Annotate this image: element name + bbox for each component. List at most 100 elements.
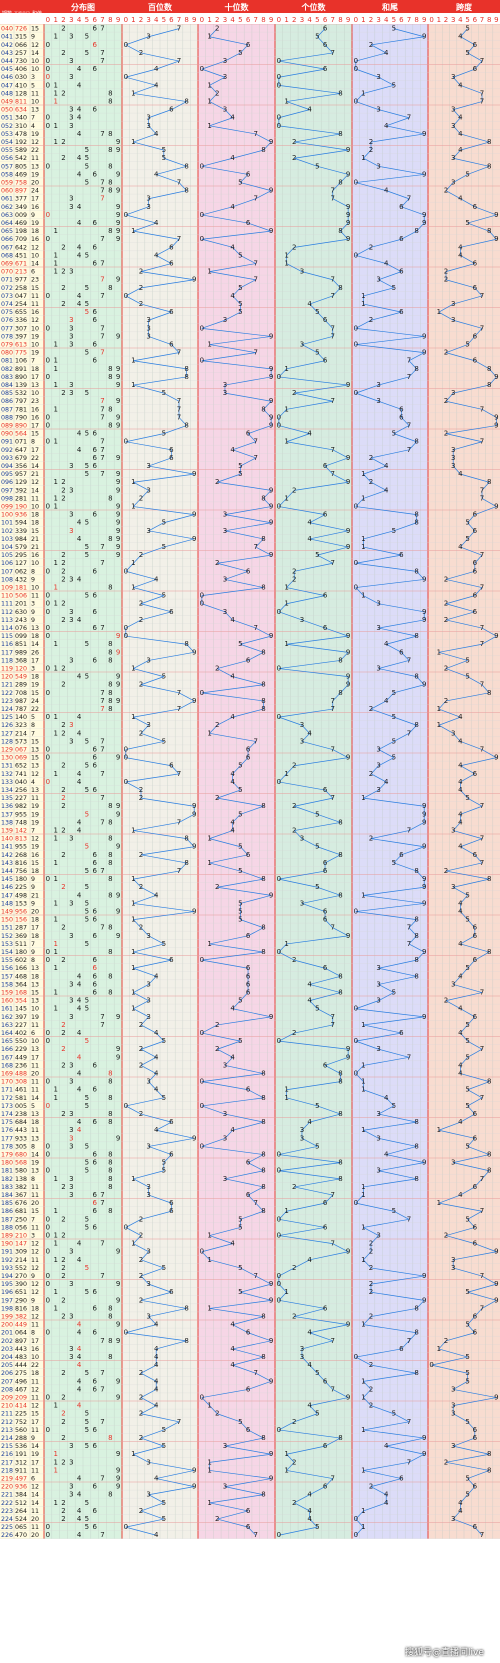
trend-line-hundreds [140,595,164,605]
mark-dist: 5 [85,251,89,259]
trend-line-units [301,838,318,848]
mark-hundreds: 5 [162,592,166,600]
mark-span: 6 [473,770,478,778]
mark-dist: 4 [77,1475,82,1483]
mark-units: 1 [284,1207,288,1215]
period-cell: 072 [1,285,13,292]
mark-dist: 6 [92,430,97,438]
period-cell: 070 [1,269,13,276]
trend-line-units [317,814,341,823]
sum-cell: 12 [31,42,39,49]
mark-dist: 5 [85,470,89,478]
mark-span: 4 [458,778,463,786]
mark-sum_tail: 5 [392,25,396,33]
mark-tens: 8 [261,705,265,713]
period-cell: 224 [1,1516,13,1523]
draw-number-cell: 270 [15,1273,27,1280]
trend-line-tens [247,433,257,442]
trend-line-sum_tail [355,579,425,588]
mark-hundreds: 3 [146,1142,150,1150]
mark-span: 7 [480,551,484,559]
mark-hundreds: 0 [124,624,128,632]
mark-units: 7 [331,397,335,405]
mark-dist: 4 [77,713,82,721]
trend-line-sum_tail [355,344,425,353]
mark-span: 3 [451,446,455,454]
mark-sum_tail: 9 [422,575,426,583]
mark-dist: 2 [61,1232,65,1240]
mark-sum_tail: 4 [384,187,389,195]
draw-number-cell: 349 [15,204,27,211]
mark-dist: 0 [46,1531,50,1539]
mark-tens: 9 [269,1280,273,1288]
mark-dist: 9 [116,413,120,421]
draw-number-cell: 613 [15,342,27,349]
digit-header-tens-4: 4 [230,16,235,24]
mark-units: 6 [323,916,328,924]
trend-line-units [332,927,349,937]
trend-line-hundreds [178,814,195,823]
mark-hundreds: 2 [139,494,143,502]
mark-hundreds: 6 [169,1151,174,1159]
mark-tens: 5 [238,640,242,648]
draw-number-cell: 568 [15,1160,27,1167]
trend-line-hundreds [148,336,172,345]
sum-cell: 15 [31,990,39,997]
mark-hundreds: 5 [162,1442,166,1450]
header-digit-bar [0,13,500,24]
mark-sum_tail: 7 [407,373,411,381]
mark-span: 7 [480,324,484,332]
mark-dist: 2 [61,567,65,575]
trend-line-tens [224,571,249,580]
trend-line-hundreds [163,425,187,434]
mark-dist: 2 [61,665,65,673]
trend-line-hundreds [133,708,180,718]
trend-line-span [467,530,476,540]
sum-cell: 19 [31,220,39,227]
mark-sum_tail: 3 [376,106,380,114]
mark-dist: 1 [53,600,57,608]
period-cell: 204 [1,1354,13,1361]
mark-dist: 5 [85,1410,89,1418]
mark-dist: 2 [61,268,65,276]
mark-dist: 4 [77,1321,82,1329]
period-cell: 064 [1,220,13,227]
mark-tens: 4 [230,616,235,624]
mark-tens: 1 [207,33,211,41]
mark-units: 0 [277,1151,281,1159]
mark-dist: 1 [53,268,57,276]
period-cell: 091 [1,439,13,446]
trend-line-units [332,473,349,483]
mark-dist: 2 [61,575,65,583]
mark-sum_tail: 9 [422,810,426,818]
trend-line-span [467,797,483,807]
mark-span: 3 [451,827,455,835]
mark-dist: 1 [53,964,57,972]
mark-span: 7 [480,494,484,502]
trend-line-span [452,117,461,127]
mark-span: 6 [473,559,478,567]
trend-line-sum_tail [378,76,394,86]
mark-dist: 7 [100,689,104,697]
period-cell: 077 [1,325,13,332]
mark-dist: 5 [85,673,89,681]
mark-sum_tail: 1 [361,470,365,478]
period-cell: 128 [1,738,13,745]
mark-tens: 4 [230,1321,235,1329]
trend-line-units [301,336,333,345]
mark-units: 7 [331,1240,335,1248]
sum-cell: 20 [31,1516,39,1523]
trend-line-sum_tail [363,546,402,556]
mark-dist: 7 [100,705,104,713]
draw-number-cell: 461 [15,1087,27,1094]
trend-line-sum_tail [370,311,402,321]
mark-hundreds: 3 [146,316,150,324]
mark-dist: 5 [85,916,89,924]
mark-dist: 6 [92,972,97,980]
sum-cell: 8 [31,1176,35,1183]
sum-cell: 9 [31,900,35,907]
mark-sum_tail: 0 [354,1199,358,1207]
mark-sum_tail: 8 [414,632,418,640]
mark-dist: 1 [53,89,57,97]
draw-number-cell: 956 [15,909,27,916]
